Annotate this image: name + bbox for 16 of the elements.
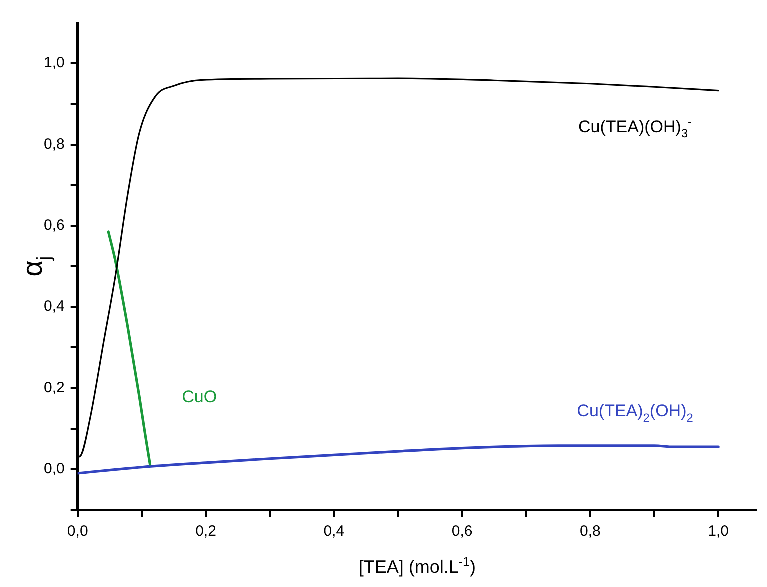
text: CuO: [182, 387, 218, 406]
x-tick-label: 0,4: [324, 523, 345, 540]
y-tick-label: 0,4: [44, 298, 65, 316]
y-tick-label: 0,6: [44, 217, 65, 234]
x-tick-label: 1,0: [708, 523, 729, 540]
line-series: [78, 444, 720, 475]
y-axis-title: αj: [17, 256, 56, 277]
y-tick-label: 0,2: [44, 379, 65, 396]
x-tick-label: 0,8: [580, 523, 601, 540]
y-tick-label: 1,0: [44, 54, 65, 72]
line-series: [107, 230, 152, 466]
x-tick-label: 0,0: [67, 523, 88, 540]
y-tick-label: 0,8: [44, 136, 65, 153]
y-tick-label: 0,0: [44, 460, 65, 478]
x-tick-label: 0,2: [196, 523, 216, 540]
x-tick-label: 0,6: [452, 523, 473, 540]
